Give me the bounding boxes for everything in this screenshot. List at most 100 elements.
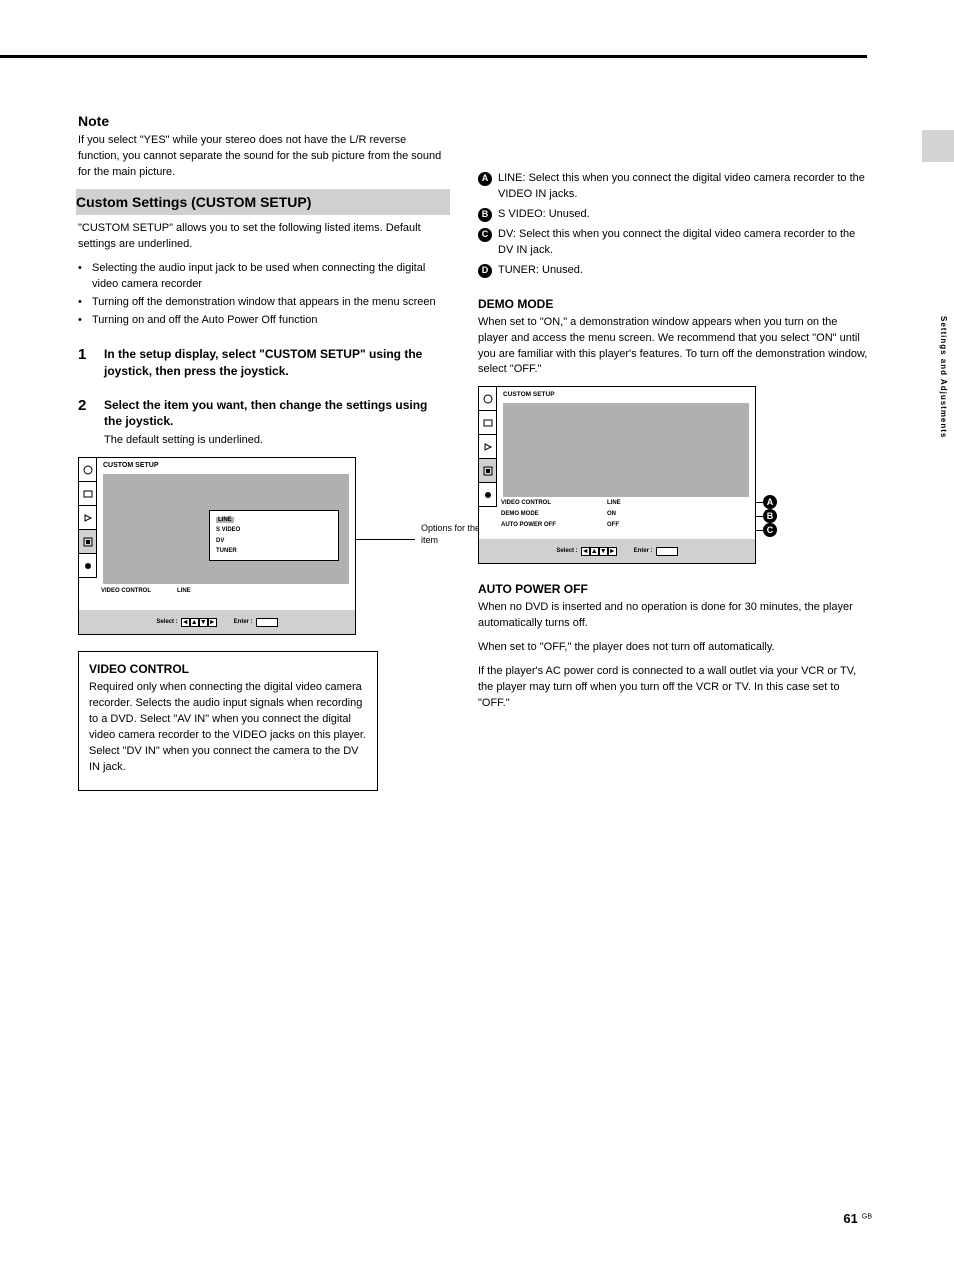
option-label: VIDEO CONTROL bbox=[101, 588, 177, 594]
step-number: 2 bbox=[78, 397, 104, 429]
prompt-enter-label: Enter : bbox=[234, 619, 253, 625]
diagram-title: CUSTOM SETUP bbox=[497, 387, 755, 401]
option-value: LINE bbox=[177, 588, 191, 594]
demo-mode-heading: DEMO MODE bbox=[478, 297, 868, 311]
popup-option: S VIDEO bbox=[216, 525, 332, 535]
row-label: AUTO POWER OFF bbox=[501, 522, 607, 528]
step-2: 2 Select the item you want, then change … bbox=[78, 397, 448, 429]
step-text: Select the item you want, then change th… bbox=[104, 397, 448, 429]
legend-badge-d: D bbox=[478, 264, 492, 278]
popup-option: TUNER bbox=[216, 546, 332, 556]
note-text: If you select "YES" while your stereo do… bbox=[78, 133, 448, 181]
arrow-right-icon: ► bbox=[208, 618, 217, 627]
left-column: Note If you select "YES" while your ster… bbox=[78, 113, 448, 791]
tab-icon-selected bbox=[479, 459, 497, 483]
bullet-item: • Turning on and off the Auto Power Off … bbox=[78, 313, 448, 329]
leader-line bbox=[355, 539, 415, 540]
row-value: ON bbox=[607, 511, 616, 517]
section-band: Custom Settings (CUSTOM SETUP) bbox=[76, 189, 450, 215]
page-footer: 61 GB bbox=[843, 1211, 872, 1226]
prompt-select-label: Select : bbox=[556, 548, 577, 554]
diagram-side-tabs bbox=[79, 458, 97, 578]
bullet-text: Selecting the audio input jack to be use… bbox=[92, 261, 448, 293]
tab-icon bbox=[479, 435, 497, 459]
bullet-text: Turning on and off the Auto Power Off fu… bbox=[92, 313, 448, 329]
auto-power-off-text-3: If the player's AC power cord is connect… bbox=[478, 664, 868, 712]
auto-power-off-text: When no DVD is inserted and no operation… bbox=[478, 600, 868, 632]
diagram-row: VIDEO CONTROL LINE bbox=[501, 500, 621, 506]
bullet-dot: • bbox=[78, 261, 92, 293]
tab-icon bbox=[79, 506, 97, 530]
menu-diagram-right: CUSTOM SETUP VIDEO CONTROL LINE DEMO MOD… bbox=[478, 386, 756, 564]
side-tab bbox=[922, 130, 954, 162]
video-control-heading: VIDEO CONTROL bbox=[89, 662, 367, 676]
tab-icon bbox=[79, 554, 97, 578]
legend-badge-b: B bbox=[478, 208, 492, 222]
diagram-row: AUTO POWER OFF OFF bbox=[501, 522, 619, 528]
row-value: LINE bbox=[607, 500, 621, 506]
step-1: 1 In the setup display, select "CUSTOM S… bbox=[78, 346, 448, 378]
popup-option: DV bbox=[216, 536, 332, 546]
arrow-left-icon: ◄ bbox=[181, 618, 190, 627]
tab-icon bbox=[479, 411, 497, 435]
legend-row: B S VIDEO: Unused. bbox=[478, 207, 868, 223]
diagram-prompt-bar: Select : ◄ ▲ ▼ ► Enter : bbox=[79, 610, 355, 634]
arrow-down-icon: ▼ bbox=[199, 618, 208, 627]
video-control-text: Required only when connecting the digita… bbox=[89, 680, 367, 776]
callout-badge-a: A bbox=[763, 495, 777, 509]
step-text: In the setup display, select "CUSTOM SET… bbox=[104, 346, 448, 378]
right-column: A LINE: Select this when you connect the… bbox=[478, 113, 868, 720]
bullet-item: • Turning off the demonstration window t… bbox=[78, 295, 448, 311]
diagram-side-tabs bbox=[479, 387, 497, 507]
enter-box-icon bbox=[256, 618, 278, 627]
legend-badge-c: C bbox=[478, 228, 492, 242]
legend-text: DV: Select this when you connect the dig… bbox=[498, 227, 868, 259]
intro-text: "CUSTOM SETUP" allows you to set the fol… bbox=[78, 221, 448, 253]
prompt-select-label: Select : bbox=[156, 619, 177, 625]
tab-icon bbox=[79, 482, 97, 506]
auto-power-off-text-2: When set to "OFF," the player does not t… bbox=[478, 640, 868, 656]
row-label: VIDEO CONTROL bbox=[501, 500, 607, 506]
demo-mode-text: When set to "ON," a demonstration window… bbox=[478, 315, 868, 379]
side-label: Settings and Adjustments bbox=[939, 316, 948, 438]
legend-row: C DV: Select this when you connect the d… bbox=[478, 227, 868, 259]
bullet-item: • Selecting the audio input jack to be u… bbox=[78, 261, 448, 293]
row-label: DEMO MODE bbox=[501, 511, 607, 517]
callout-badge-b: B bbox=[763, 509, 777, 523]
diagram-gray-area bbox=[503, 403, 749, 497]
legend-row: A LINE: Select this when you connect the… bbox=[478, 171, 868, 203]
legend-text: S VIDEO: Unused. bbox=[498, 207, 868, 223]
diagram-option-row: VIDEO CONTROL LINE bbox=[101, 588, 191, 594]
menu-diagram-left: CUSTOM SETUP VIDEO CONTROL LINE LINE S V… bbox=[78, 457, 356, 635]
legend-row: D TUNER: Unused. bbox=[478, 263, 868, 279]
bullet-text: Turning off the demonstration window tha… bbox=[92, 295, 448, 311]
gb-label: GB bbox=[862, 1213, 872, 1220]
step-subtext: The default setting is underlined. bbox=[104, 433, 448, 449]
legend-badge-a: A bbox=[478, 172, 492, 186]
top-divider bbox=[0, 55, 867, 58]
prompt-enter-label: Enter : bbox=[634, 548, 653, 554]
auto-power-off-heading: AUTO POWER OFF bbox=[478, 582, 868, 596]
note-heading: Note bbox=[78, 113, 448, 129]
step-number: 1 bbox=[78, 346, 104, 378]
diagram-title: CUSTOM SETUP bbox=[97, 458, 355, 472]
callout-badge-c: C bbox=[763, 523, 777, 537]
arrow-down-icon: ▼ bbox=[599, 547, 608, 556]
video-control-box: VIDEO CONTROL Required only when connect… bbox=[78, 651, 378, 791]
tab-icon bbox=[479, 483, 497, 507]
diagram-row: DEMO MODE ON bbox=[501, 511, 616, 517]
page-number: 61 bbox=[843, 1211, 857, 1226]
popup-option-selected: LINE bbox=[216, 517, 234, 523]
arrow-up-icon: ▲ bbox=[590, 547, 599, 556]
tab-icon bbox=[479, 387, 497, 411]
diagram-prompt-bar: Select : ◄ ▲ ▼ ► Enter : bbox=[479, 539, 755, 563]
arrow-up-icon: ▲ bbox=[190, 618, 199, 627]
tab-icon-selected bbox=[79, 530, 97, 554]
row-value: OFF bbox=[607, 522, 619, 528]
tab-icon bbox=[79, 458, 97, 482]
legend-text: LINE: Select this when you connect the d… bbox=[498, 171, 868, 203]
diagram-popup: LINE S VIDEO DV TUNER bbox=[209, 510, 339, 561]
bullet-dot: • bbox=[78, 295, 92, 311]
bullet-dot: • bbox=[78, 313, 92, 329]
arrow-right-icon: ► bbox=[608, 547, 617, 556]
